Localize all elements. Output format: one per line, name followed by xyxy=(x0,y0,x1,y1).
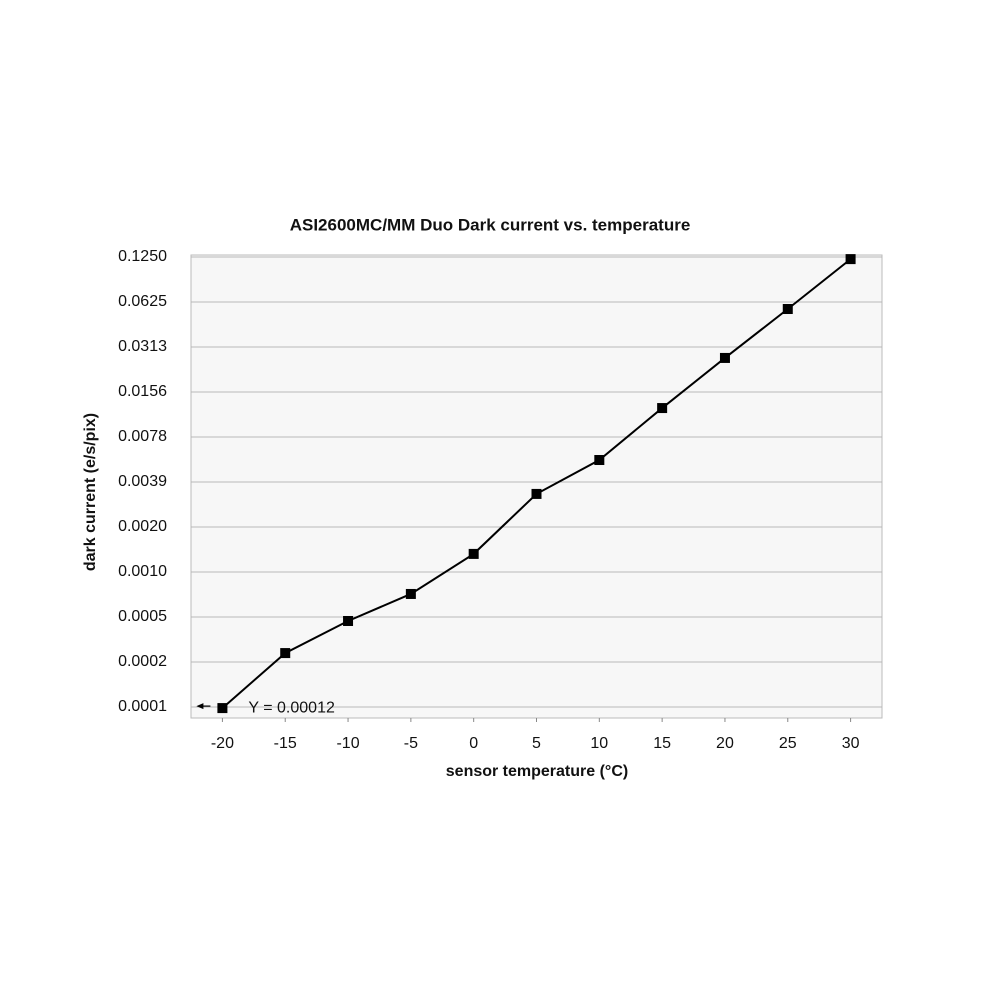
y-tick-label: 0.0005 xyxy=(118,608,167,625)
y-tick-label: 0.0020 xyxy=(118,518,167,535)
annotation: Y = 0.00012 xyxy=(248,699,335,716)
x-tick-label: 10 xyxy=(590,735,608,752)
y-axis-title: dark current (e/s/pix) xyxy=(82,413,99,571)
y-tick-label: 0.1250 xyxy=(118,248,167,265)
data-point xyxy=(782,304,793,315)
data-point xyxy=(405,588,416,599)
data-point xyxy=(468,548,479,559)
x-tick-label: 30 xyxy=(842,735,860,752)
y-tick-label: 0.0156 xyxy=(118,383,167,400)
data-point xyxy=(280,648,291,659)
y-tick-label: 0.0001 xyxy=(118,698,167,715)
y-tick-label: 0.0313 xyxy=(118,338,167,355)
x-tick-label: 15 xyxy=(653,735,671,752)
y-tick-label: 0.0039 xyxy=(118,473,167,490)
x-tick-label: -5 xyxy=(404,735,418,752)
x-tick-label: 0 xyxy=(469,735,478,752)
y-tick-label: 0.0010 xyxy=(118,563,167,580)
plot-area xyxy=(190,254,883,719)
data-point xyxy=(594,455,605,466)
x-tick-label: -10 xyxy=(336,735,359,752)
chart-title: ASI2600MC/MM Duo Dark current vs. temper… xyxy=(290,215,691,234)
y-tick-label: 0.0002 xyxy=(118,653,167,670)
annotation-arrowhead xyxy=(196,703,204,710)
x-tick-label: 5 xyxy=(532,735,541,752)
y-tick-label: 0.0625 xyxy=(118,293,167,310)
data-point xyxy=(343,615,354,626)
data-point xyxy=(217,703,228,714)
x-tick-label: 20 xyxy=(716,735,734,752)
data-point xyxy=(845,254,856,265)
x-tick-label: 25 xyxy=(779,735,797,752)
data-point xyxy=(719,352,730,363)
data-point xyxy=(657,403,668,414)
data-point xyxy=(531,488,542,499)
x-axis-title: sensor temperature (°C) xyxy=(446,763,628,780)
x-tick-label: -20 xyxy=(211,735,234,752)
y-tick-label: 0.0078 xyxy=(118,428,167,445)
x-tick-label: -15 xyxy=(274,735,297,752)
